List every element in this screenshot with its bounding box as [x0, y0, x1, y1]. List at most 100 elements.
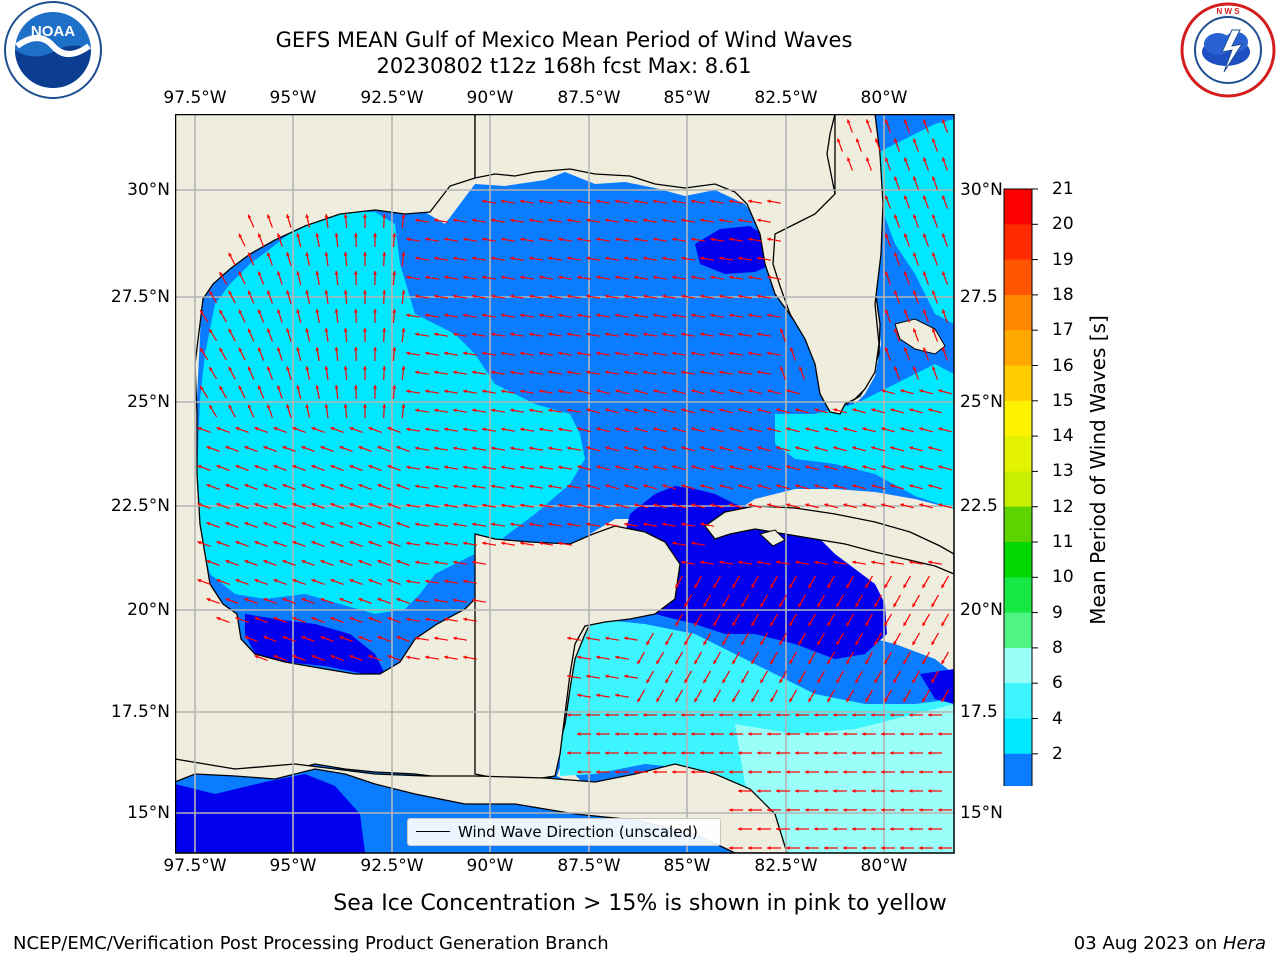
- wind-arrow-head: [779, 603, 783, 608]
- wind-arrow-head: [942, 347, 946, 352]
- wind-arrow-head: [881, 465, 886, 469]
- wind-arrow-head: [865, 622, 869, 627]
- wind-arrow-head: [235, 465, 240, 469]
- wind-arrow-head: [691, 313, 695, 318]
- wind-arrow-head: [662, 522, 666, 527]
- wind-arrow-head: [206, 446, 211, 450]
- wind-arrow-head: [349, 655, 354, 659]
- wind-arrow-head: [874, 603, 878, 608]
- wind-arrow-head: [817, 641, 821, 646]
- wind-arrow-head: [643, 370, 647, 375]
- wind-arrow-head: [406, 541, 410, 546]
- legend-line-sample: [416, 831, 450, 832]
- wind-arrow-head: [301, 636, 306, 640]
- wind-arrow-head: [672, 503, 677, 507]
- wind-arrow-head: [672, 427, 677, 431]
- wind-arrow-head: [885, 347, 889, 352]
- colorbar-tick-label: 13: [1052, 461, 1074, 482]
- wind-arrow-head: [757, 789, 761, 793]
- wind-arrow-head: [209, 329, 213, 333]
- wind-arrow-head: [942, 157, 946, 162]
- wind-arrow-head: [257, 385, 262, 390]
- wind-arrow-head: [881, 503, 886, 507]
- wind-arrow-head: [368, 579, 373, 583]
- wind-arrow-head: [305, 404, 310, 408]
- wind-arrow-head: [387, 427, 392, 431]
- noaa-logo: NOAA: [4, 1, 102, 99]
- wind-arrow-head: [539, 313, 543, 318]
- wind-arrow-head: [862, 503, 867, 507]
- colorbar-bin: [1004, 683, 1032, 719]
- wind-arrow-head: [624, 218, 628, 223]
- wind-arrow-head: [757, 560, 761, 565]
- wind-arrow-head: [311, 541, 316, 545]
- wind-arrow-head: [282, 560, 287, 564]
- wind-arrow-head: [833, 484, 838, 488]
- wind-arrow-head: [434, 484, 438, 489]
- wind-arrow-head: [539, 351, 543, 356]
- wind-arrow-head: [624, 636, 628, 641]
- wind-arrow-head: [567, 256, 571, 261]
- wind-arrow-head: [729, 808, 733, 812]
- wind-arrow-head: [425, 313, 429, 318]
- wind-arrow-head: [710, 313, 714, 318]
- wind-arrow-head: [837, 138, 841, 143]
- wind-arrow-head: [852, 408, 857, 412]
- florida-straits-cyan: [775, 364, 954, 509]
- wind-arrow-head: [605, 408, 610, 412]
- colorbar-bin: [1004, 471, 1032, 508]
- wind-arrow-head: [846, 622, 850, 627]
- wind-arrow-head: [729, 770, 733, 774]
- wind-arrow-head: [634, 351, 638, 356]
- wind-arrow-head: [605, 484, 610, 488]
- wind-arrow-head: [643, 713, 647, 717]
- wind-arrow-head: [928, 408, 933, 412]
- wind-arrow-head: [273, 617, 278, 621]
- wind-arrow-head: [624, 446, 629, 450]
- colorbar-tick-label: 12: [1052, 496, 1074, 517]
- footer-date: 03 Aug 2023 on Hera: [1074, 933, 1266, 954]
- wind-arrow-head: [865, 698, 869, 703]
- wind-arrow-head: [847, 119, 851, 124]
- wind-arrow-head: [263, 636, 268, 640]
- colorbar-tick-label: 16: [1052, 355, 1074, 376]
- wind-arrow-head: [795, 408, 800, 412]
- wind-arrow-head: [729, 427, 734, 431]
- wind-arrow-head: [567, 446, 571, 451]
- wind-arrow-head: [425, 465, 429, 470]
- wind-arrow-head: [392, 271, 397, 275]
- wind-arrow-head: [219, 309, 223, 314]
- wind-arrow-head: [567, 484, 571, 489]
- lat-tick-label-left: 27.5°N: [110, 287, 170, 307]
- wind-arrow-head: [653, 313, 657, 318]
- wind-arrow-head: [358, 560, 363, 564]
- wind-arrow-head: [700, 713, 704, 717]
- wind-arrow-head: [615, 427, 620, 431]
- wind-arrow-head: [881, 770, 885, 774]
- wind-arrow-head: [932, 328, 936, 333]
- wind-arrow-head: [444, 655, 448, 660]
- wind-arrow-head: [444, 503, 448, 508]
- wind-arrow-head: [871, 827, 875, 831]
- wind-arrow-head: [311, 617, 316, 621]
- wind-arrow-head: [919, 427, 924, 431]
- wind-arrow-head: [247, 404, 252, 409]
- wind-arrow-head: [539, 199, 543, 204]
- wind-arrow-head: [216, 579, 221, 583]
- wind-arrow-head: [875, 138, 879, 143]
- wind-arrow-head: [349, 617, 354, 621]
- wind-arrow-head: [795, 446, 800, 450]
- wind-arrow-head: [343, 404, 348, 408]
- wind-arrow-head: [770, 698, 774, 703]
- wind-arrow-head: [814, 751, 818, 755]
- wind-arrow-head: [871, 789, 875, 793]
- wind-arrow-head: [501, 541, 505, 546]
- wind-arrow-head: [586, 674, 590, 679]
- wind-arrow-head: [710, 351, 714, 356]
- wind-arrow-head: [392, 385, 397, 389]
- wind-arrow-head: [377, 446, 382, 450]
- wind-arrow-head: [748, 503, 753, 507]
- colorbar-bin: [1004, 753, 1032, 786]
- wind-arrow-head: [228, 328, 233, 333]
- wind-arrow-head: [942, 233, 946, 238]
